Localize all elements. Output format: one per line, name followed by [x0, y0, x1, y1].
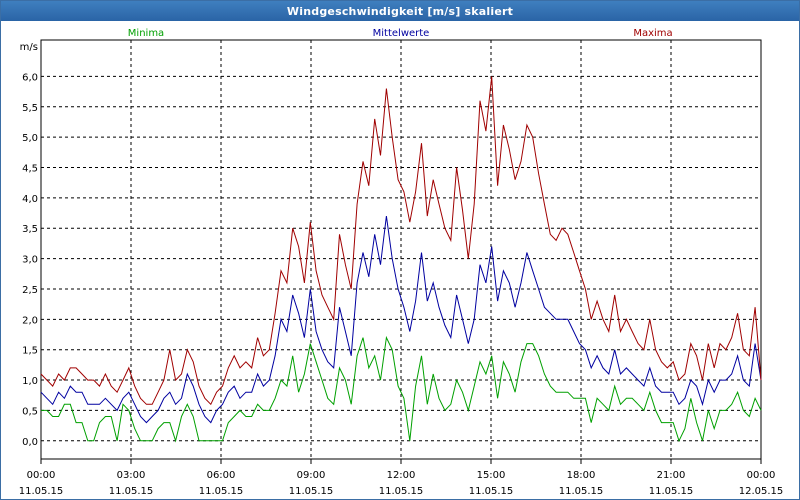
legend-mittelwerte: Mittelwerte — [373, 28, 430, 39]
x-tick-time-label: 06:00 — [207, 470, 236, 481]
x-tick-date-label: 11.05.15 — [289, 486, 334, 497]
x-tick-date-label: 12.05.15 — [739, 486, 784, 497]
y-tick-label: 5,0 — [22, 133, 38, 144]
y-tick-label: 2,5 — [22, 285, 38, 296]
y-tick-label: 4,5 — [22, 164, 38, 175]
y-axis-label: m/s — [20, 42, 38, 53]
x-tick-date-label: 11.05.15 — [199, 486, 244, 497]
x-tick-date-label: 11.05.15 — [469, 486, 514, 497]
y-tick-label: 6,0 — [22, 72, 38, 83]
x-tick-time-label: 00:00 — [747, 470, 776, 481]
y-tick-label: 4,0 — [22, 194, 38, 205]
wind-speed-chart: 0,0 0,5 1,0 1,5 2,0 2,5 3,0 3,5 4,0 4,5 5,0 5,5 6,0 m… — [19, 28, 784, 497]
x-tick-date-label: 11.05.15 — [649, 486, 694, 497]
x-tick-time-label: 03:00 — [117, 470, 146, 481]
x-tick-time-label: 15:00 — [477, 470, 506, 481]
x-tick-date-label: 11.05.15 — [19, 486, 64, 497]
legend-minima: Minima — [128, 28, 164, 39]
y-tick-label: 3,5 — [22, 224, 38, 235]
series-line-mittelwerte — [40, 216, 762, 424]
x-tick-time-label: 18:00 — [567, 470, 596, 481]
x-tick-time-label: 09:00 — [297, 470, 326, 481]
window-title: Windgeschwindigkeit [m/s] skaliert — [1, 1, 799, 21]
y-tick-label: 5,5 — [22, 103, 38, 114]
x-tick-date-label: 11.05.15 — [559, 486, 604, 497]
series-line-maxima — [40, 76, 762, 406]
y-tick-label: 1,0 — [22, 376, 38, 387]
y-tick-label: 3,0 — [22, 255, 38, 266]
x-tick-time-label: 21:00 — [657, 470, 686, 481]
series-line-minima — [41, 335, 762, 443]
y-tick-label: 0,0 — [22, 437, 38, 448]
x-tick-date-label: 11.05.15 — [379, 486, 424, 497]
y-tick-label: 0,5 — [22, 406, 38, 417]
x-tick-time-label: 12:00 — [387, 470, 416, 481]
x-tick-time-label: 00:00 — [27, 470, 56, 481]
y-tick-label: 1,5 — [22, 346, 38, 357]
y-tick-label: 2,0 — [22, 315, 38, 326]
legend-maxima: Maxima — [633, 28, 672, 39]
x-tick-date-label: 11.05.15 — [109, 486, 154, 497]
